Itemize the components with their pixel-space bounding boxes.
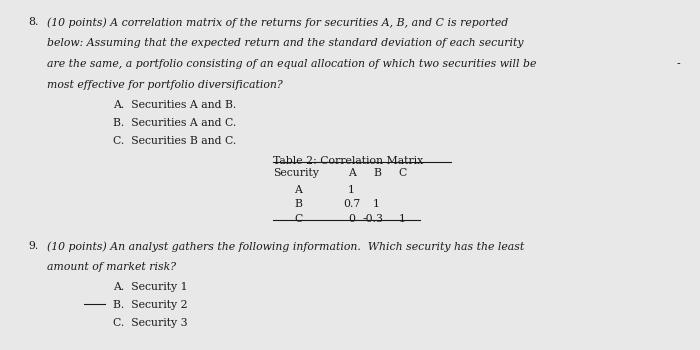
Text: A: A	[348, 168, 356, 178]
Text: B.  Securities A and C.: B. Securities A and C.	[113, 118, 236, 128]
Text: C: C	[399, 168, 407, 178]
Text: below: Assuming that the expected return and the standard deviation of each secu: below: Assuming that the expected return…	[47, 38, 523, 48]
Text: amount of market risk?: amount of market risk?	[47, 262, 176, 272]
Text: are the same, a portfolio consisting of an equal allocation of which two securit: are the same, a portfolio consisting of …	[47, 59, 536, 69]
Text: B: B	[373, 168, 381, 178]
Text: 0.7: 0.7	[343, 199, 360, 209]
Text: (10 points) An analyst gathers the following information.  Which security has th: (10 points) An analyst gathers the follo…	[47, 241, 524, 252]
Text: C: C	[294, 214, 302, 224]
Text: (10 points) A correlation matrix of the returns for securities A, B, and C is re: (10 points) A correlation matrix of the …	[47, 17, 508, 28]
Text: -: -	[676, 59, 680, 69]
Text: 9.: 9.	[28, 241, 38, 251]
Text: A: A	[294, 185, 302, 195]
Text: A.  Security 1: A. Security 1	[113, 282, 188, 292]
Text: 0: 0	[348, 214, 355, 224]
Text: Security: Security	[273, 168, 319, 178]
Text: A.  Securities A and B.: A. Securities A and B.	[113, 100, 236, 110]
Text: B: B	[294, 199, 302, 209]
Text: -0.3: -0.3	[363, 214, 384, 224]
Text: 8.: 8.	[28, 17, 38, 27]
Text: B.  Security 2: B. Security 2	[113, 300, 188, 310]
Text: C.  Securities B and C.: C. Securities B and C.	[113, 136, 236, 146]
Text: most effective for portfolio diversification?: most effective for portfolio diversifica…	[47, 79, 283, 90]
Text: 1: 1	[399, 214, 406, 224]
Text: C.  Security 3: C. Security 3	[113, 318, 188, 328]
Text: 1: 1	[348, 185, 355, 195]
Text: 1: 1	[373, 199, 380, 209]
Text: Table 2: Correlation Matrix: Table 2: Correlation Matrix	[273, 156, 424, 166]
